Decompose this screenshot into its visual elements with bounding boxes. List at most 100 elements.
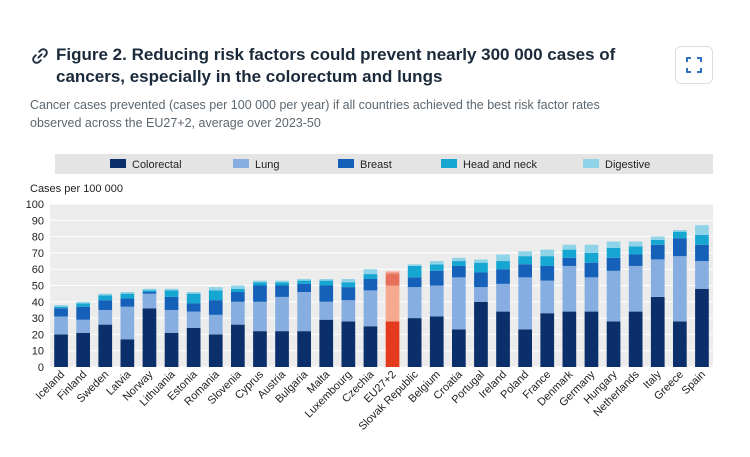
bar-segment [584, 277, 599, 312]
figure-title: Figure 2. Reducing risk factors could pr… [56, 45, 616, 86]
bar-segment [208, 314, 223, 335]
bar-segment [606, 241, 621, 249]
bar-segment [429, 261, 444, 265]
bar-segment [518, 264, 533, 278]
legend-swatch [338, 159, 354, 168]
y-tick-label: 40 [32, 297, 44, 309]
bar-segment [385, 272, 400, 275]
bar-segment [628, 265, 643, 312]
bar-segment [230, 301, 245, 325]
bar-segment [363, 269, 378, 275]
bar-segment [474, 287, 488, 302]
bar-segment [208, 290, 223, 301]
y-tick-label: 0 [38, 362, 44, 374]
bar-segment [451, 265, 466, 278]
bar-segment [319, 319, 334, 367]
bar-segment [474, 301, 488, 367]
bar-segment [363, 326, 378, 367]
bar-segment [297, 331, 312, 367]
bar-segment [186, 311, 201, 328]
bar-segment [385, 285, 400, 322]
bar-segment [76, 303, 91, 307]
bar-segment [98, 295, 113, 301]
bar-segment [120, 339, 135, 367]
bar-segment [407, 287, 422, 319]
bar-segment [341, 300, 356, 322]
bar-segment [363, 274, 378, 279]
bar-segment [695, 234, 709, 245]
bar-segment [562, 244, 577, 250]
bar-segment [341, 278, 356, 283]
y-tick-label: 60 [32, 264, 44, 276]
bar-segment [385, 274, 400, 286]
expand-button[interactable] [675, 46, 713, 84]
bar-segment [120, 298, 135, 307]
bar-segment [76, 306, 91, 320]
bar-segment [164, 309, 179, 333]
bar-segment [695, 261, 709, 289]
bar-segment [407, 277, 422, 288]
bar-segment [407, 318, 422, 367]
bar-segment [230, 285, 245, 289]
bar-segment [695, 225, 709, 235]
bar-segment [540, 313, 555, 367]
bar-segment [186, 303, 201, 312]
bar-segment [253, 282, 267, 286]
figure-subtitle: Cancer cases prevented (cases per 100 00… [30, 98, 600, 130]
bar-segment [584, 252, 599, 263]
bar-segment [540, 280, 555, 314]
bar-segment [363, 290, 378, 327]
legend-label: Head and neck [463, 159, 537, 171]
bar-segment [98, 300, 113, 310]
legend-swatch [441, 159, 457, 168]
bar-segment [628, 246, 643, 255]
bar-segment [650, 296, 665, 367]
bar-segment [606, 270, 621, 322]
bar-segment [451, 277, 466, 330]
bar-segment [142, 308, 157, 367]
bar-segment [429, 270, 444, 286]
bar-segment [562, 257, 577, 266]
bar-segment [76, 301, 91, 304]
bar-segment [120, 292, 135, 294]
bar-segment [606, 321, 621, 367]
bar-segment [208, 300, 223, 315]
bar-segment [584, 311, 599, 367]
link-icon[interactable] [30, 46, 50, 66]
legend-label: Breast [360, 159, 392, 171]
bar-segment [297, 283, 312, 293]
bar-segment [540, 265, 555, 281]
bar-segment [54, 305, 68, 307]
bar-segment [54, 334, 68, 367]
bar-segment [297, 292, 312, 332]
bar-segment [584, 262, 599, 278]
bar-segment [164, 290, 179, 297]
bar-segment [319, 301, 334, 320]
bar-segment [628, 254, 643, 266]
bar-segment [341, 282, 356, 288]
bar-segment [672, 321, 687, 367]
bar-segment [496, 311, 510, 367]
bar-segment [319, 285, 334, 302]
legend-label: Colorectal [132, 159, 182, 171]
bar-segment [253, 301, 267, 332]
bar-segment [208, 334, 223, 367]
bar-segment [341, 287, 356, 301]
bar-segment [385, 321, 400, 367]
bar-segment [297, 278, 312, 281]
bar-segment [275, 282, 289, 286]
bar-segment [253, 285, 267, 302]
bar-segment [496, 269, 510, 284]
bar-segment [606, 257, 621, 271]
expand-icon [686, 57, 702, 73]
bar-segment [429, 316, 444, 367]
bar-segment [650, 239, 665, 245]
bar-segment [164, 332, 179, 367]
bar-segment [54, 308, 68, 317]
bar-segment [186, 292, 201, 294]
bar-segment [142, 292, 157, 294]
bar-segment [98, 293, 113, 296]
bar-segment [474, 272, 488, 288]
bar-segment [540, 249, 555, 257]
title-row: Figure 2. Reducing risk factors could pr… [30, 44, 670, 88]
